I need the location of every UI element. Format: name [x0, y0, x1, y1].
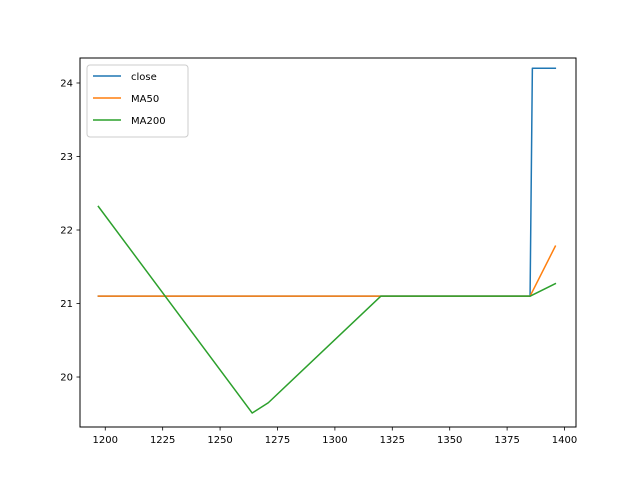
- series-line-ma200: [97, 205, 557, 414]
- x-tick-label: 1325: [380, 435, 405, 446]
- legend-frame: [86, 64, 189, 138]
- x-tick-label: 1400: [552, 435, 577, 446]
- y-tick-label: 24: [60, 78, 73, 89]
- x-axis: 1200 1225 1250 1275 1300 1325 1350 1375 1400: [93, 427, 577, 446]
- x-tick-label: 1225: [150, 435, 175, 446]
- y-tick-label: 21: [60, 299, 73, 310]
- legend-label-ma200: MA200: [131, 116, 166, 127]
- series-lines: [97, 67, 557, 414]
- y-tick-label: 20: [60, 373, 73, 384]
- x-tick-label: 1300: [322, 435, 347, 446]
- y-axis: 20 21 22 23 24: [60, 78, 80, 384]
- plot-frame: [79, 57, 577, 428]
- legend-label-ma50: MA50: [131, 94, 159, 105]
- legend: close MA50 MA200: [86, 64, 189, 138]
- series-line-ma50: [97, 245, 557, 297]
- y-tick-label: 22: [60, 226, 73, 237]
- x-tick-label: 1375: [494, 435, 519, 446]
- legend-label-close: close: [131, 72, 157, 83]
- x-tick-label: 1250: [207, 435, 232, 446]
- x-tick-label: 1200: [93, 435, 118, 446]
- x-tick-label: 1350: [437, 435, 462, 446]
- y-tick-label: 23: [60, 152, 73, 163]
- x-tick-label: 1275: [265, 435, 290, 446]
